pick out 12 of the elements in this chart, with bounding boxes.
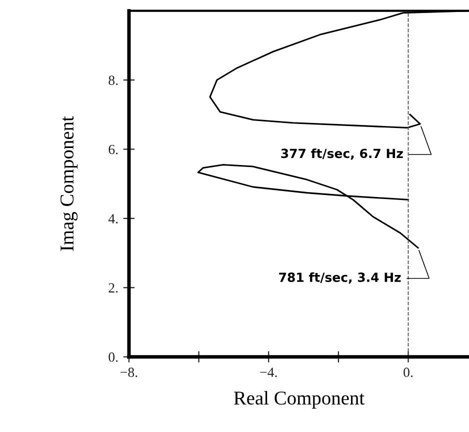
annotation: 781 ft/sec, 3.4 Hz	[279, 272, 401, 284]
y-tick-label: 8.	[108, 76, 118, 86]
y-axis-title: Imag Component	[60, 116, 78, 251]
y-tick-label: 2.	[108, 283, 118, 293]
x-tick-label: −4.	[260, 368, 277, 378]
y-tick-label: 0.	[108, 352, 118, 362]
annotation: 377 ft/sec, 6.7 Hz	[281, 148, 403, 160]
x-tick-label: 0.	[404, 368, 413, 378]
x-axis-title: Real Component	[234, 390, 364, 409]
y-tick-label: 4.	[108, 214, 118, 224]
x-tick-label: −8.	[120, 368, 138, 378]
y-tick-label: 6.	[108, 144, 118, 154]
